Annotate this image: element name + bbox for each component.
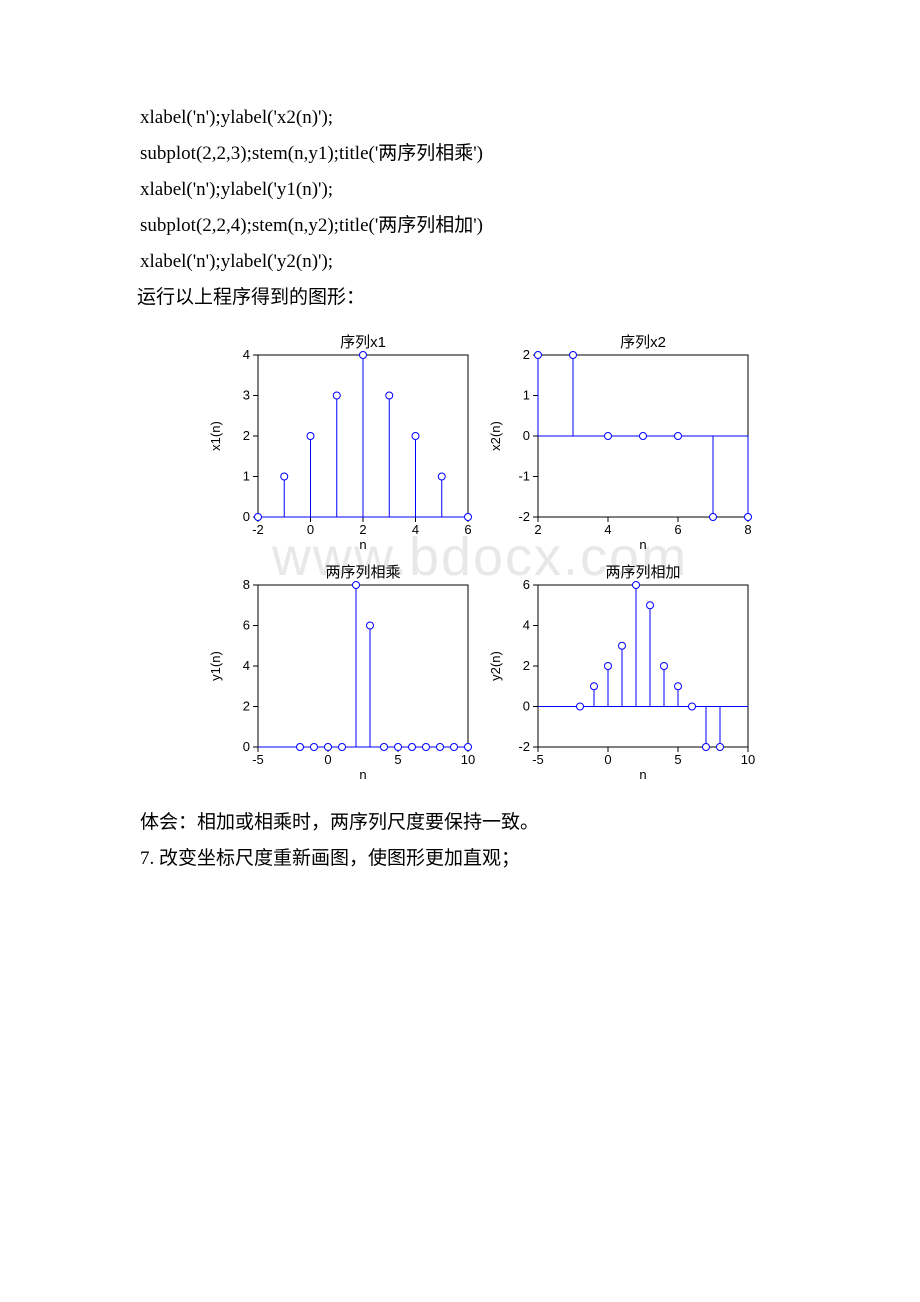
svg-text:-2: -2 xyxy=(518,509,530,524)
svg-text:两序列相乘: 两序列相乘 xyxy=(325,564,400,581)
note-2: 7. 改变坐标尺度重新画图，使图形更加直观； xyxy=(140,841,780,877)
code-line-2: subplot(2,2,3);stem(n,y1);title('两序列相乘') xyxy=(140,136,780,172)
svg-text:2: 2 xyxy=(243,698,250,713)
svg-text:3: 3 xyxy=(243,387,250,402)
svg-text:-5: -5 xyxy=(252,752,264,767)
page: xlabel('n');ylabel('x2(n)'); subplot(2,2… xyxy=(0,0,920,917)
svg-text:2: 2 xyxy=(243,428,250,443)
code-line-1: xlabel('n');ylabel('x2(n)'); xyxy=(140,100,780,136)
note-1: 体会：相加或相乘时，两序列尺度要保持一致。 xyxy=(140,805,780,841)
svg-text:2: 2 xyxy=(359,522,366,537)
svg-text:4: 4 xyxy=(243,658,250,673)
svg-text:2: 2 xyxy=(534,522,541,537)
svg-text:0: 0 xyxy=(523,428,530,443)
svg-text:n: n xyxy=(639,537,646,552)
svg-text:两序列相加: 两序列相加 xyxy=(605,564,680,581)
svg-text:n: n xyxy=(359,537,366,552)
svg-text:4: 4 xyxy=(604,522,611,537)
svg-text:x2(n): x2(n) xyxy=(488,421,503,451)
run-caption: 运行以上程序得到的图形： xyxy=(137,280,780,316)
svg-text:0: 0 xyxy=(523,698,530,713)
svg-text:序列x1: 序列x1 xyxy=(340,334,386,351)
svg-text:4: 4 xyxy=(523,617,530,632)
svg-text:0: 0 xyxy=(604,752,611,767)
svg-text:6: 6 xyxy=(523,577,530,592)
figure: www.bdocx.com -2024601234序列x1nx1(n)2468-… xyxy=(200,327,760,787)
svg-text:x1(n): x1(n) xyxy=(208,421,223,451)
svg-text:5: 5 xyxy=(674,752,681,767)
svg-text:0: 0 xyxy=(243,739,250,754)
subplot-grid: -2024601234序列x1nx1(n)2468-2-1012序列x2nx2(… xyxy=(200,327,760,787)
svg-text:4: 4 xyxy=(243,347,250,362)
svg-text:序列x2: 序列x2 xyxy=(620,334,666,351)
code-line-3: xlabel('n');ylabel('y1(n)'); xyxy=(140,172,780,208)
svg-text:n: n xyxy=(359,767,366,782)
svg-text:8: 8 xyxy=(744,522,751,537)
svg-text:6: 6 xyxy=(243,617,250,632)
svg-text:0: 0 xyxy=(324,752,331,767)
svg-text:0: 0 xyxy=(307,522,314,537)
svg-text:2: 2 xyxy=(523,658,530,673)
svg-text:10: 10 xyxy=(461,752,475,767)
svg-text:y2(n): y2(n) xyxy=(488,651,503,681)
svg-text:6: 6 xyxy=(464,522,471,537)
svg-text:n: n xyxy=(639,767,646,782)
svg-text:8: 8 xyxy=(243,577,250,592)
svg-text:6: 6 xyxy=(674,522,681,537)
svg-text:0: 0 xyxy=(243,509,250,524)
svg-text:1: 1 xyxy=(523,387,530,402)
svg-text:-1: -1 xyxy=(518,468,530,483)
svg-text:y1(n): y1(n) xyxy=(208,651,223,681)
svg-text:-2: -2 xyxy=(518,739,530,754)
code-line-5: xlabel('n');ylabel('y2(n)'); xyxy=(140,244,780,280)
svg-text:-5: -5 xyxy=(532,752,544,767)
svg-text:10: 10 xyxy=(741,752,755,767)
svg-text:2: 2 xyxy=(523,347,530,362)
code-line-4: subplot(2,2,4);stem(n,y2);title('两序列相加') xyxy=(140,208,780,244)
svg-text:5: 5 xyxy=(394,752,401,767)
svg-text:-2: -2 xyxy=(252,522,264,537)
svg-text:1: 1 xyxy=(243,468,250,483)
svg-text:4: 4 xyxy=(412,522,419,537)
